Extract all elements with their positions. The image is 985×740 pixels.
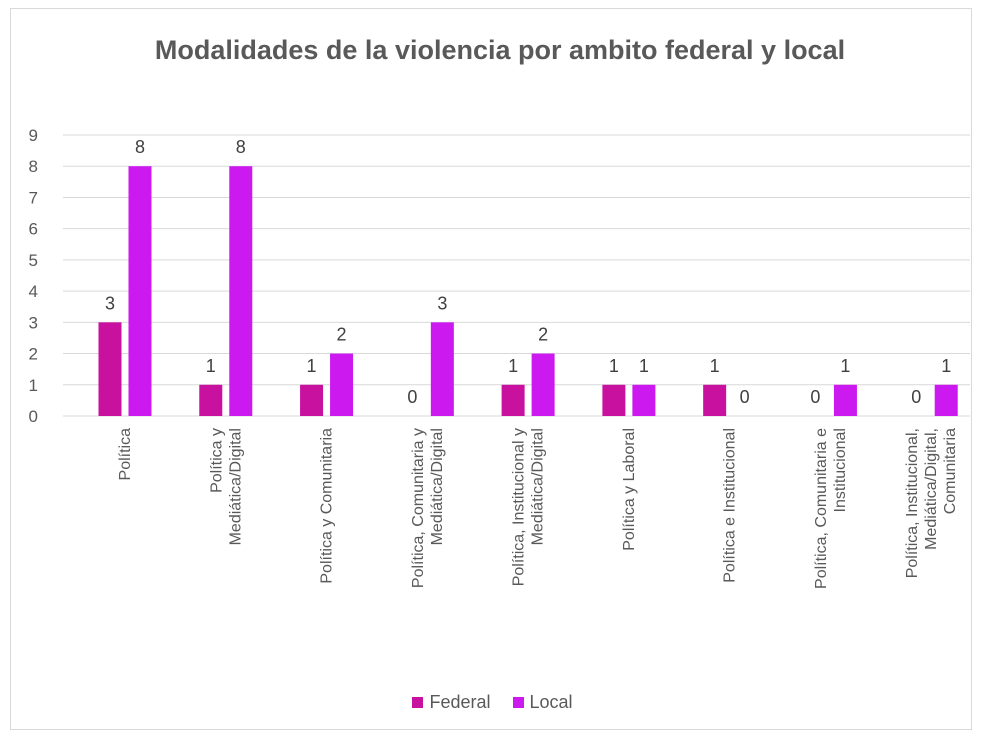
data-label-local: 0 <box>740 387 750 407</box>
data-label-federal: 1 <box>710 356 720 376</box>
legend-item-local: Local <box>512 692 573 713</box>
bar-local <box>833 384 857 416</box>
bar-local <box>531 353 555 416</box>
data-label-federal: 3 <box>105 293 115 313</box>
y-tick-label: 4 <box>29 282 38 301</box>
legend-swatch <box>412 697 424 708</box>
x-tick-label: Política e Institucional <box>722 428 739 583</box>
bar-local <box>430 322 454 416</box>
bar-local <box>330 353 354 416</box>
data-label-federal: 0 <box>810 387 820 407</box>
y-tick-label: 1 <box>29 376 38 395</box>
data-label-local: 2 <box>538 325 548 345</box>
bar-federal <box>501 384 525 416</box>
y-tick-label: 7 <box>29 188 38 207</box>
bar-local <box>229 166 253 416</box>
y-tick-label: 0 <box>29 407 38 426</box>
x-tick-label: Política y Mediática/Digital <box>208 428 244 545</box>
data-label-local: 1 <box>840 356 850 376</box>
data-label-local: 2 <box>337 325 347 345</box>
data-label-local: 1 <box>639 356 649 376</box>
chart-title: Modalidades de la violencia por ambito f… <box>154 35 846 65</box>
y-tick-label: 6 <box>29 220 38 239</box>
x-tick-label: Política <box>117 428 134 481</box>
y-tick-label: 5 <box>29 251 38 270</box>
bar-federal <box>602 384 626 416</box>
bar-local <box>128 166 152 416</box>
data-label-federal: 1 <box>307 356 317 376</box>
chart-frame <box>10 8 972 730</box>
data-label-federal: 0 <box>911 387 921 407</box>
data-label-local: 3 <box>437 293 447 313</box>
bar-local <box>632 384 656 416</box>
x-tick-label: Política y Comunitaria <box>319 428 336 584</box>
data-label-local: 8 <box>135 137 145 157</box>
bar-federal <box>703 384 727 416</box>
data-label-federal: 0 <box>407 387 417 407</box>
bar-federal <box>98 322 122 416</box>
y-tick-label: 8 <box>29 157 38 176</box>
x-tick-label: Política, Comunitaria y Mediática/Digital <box>410 428 446 588</box>
data-label-federal: 1 <box>206 356 216 376</box>
bar-federal <box>199 384 223 416</box>
data-label-local: 1 <box>941 356 951 376</box>
bar-local <box>934 384 958 416</box>
legend-label: Local <box>529 692 573 712</box>
x-tick-label: Política, Institucional, Mediática/Digita… <box>904 428 959 578</box>
y-tick-label: 3 <box>29 313 38 332</box>
y-tick-label: 9 <box>29 126 38 145</box>
legend-item-federal: Federal <box>412 692 491 713</box>
data-label-federal: 1 <box>508 356 518 376</box>
data-label-federal: 1 <box>609 356 619 376</box>
legend: Federal Local <box>0 692 985 713</box>
x-tick-label: Política y Laboral <box>621 428 638 551</box>
legend-label: Federal <box>429 692 491 712</box>
x-tick-label: Política, Institucional y Mediática/Digit… <box>511 428 547 586</box>
bar-federal <box>300 384 324 416</box>
legend-swatch <box>512 697 524 708</box>
y-tick-label: 2 <box>29 345 38 364</box>
x-tick-label: Política, Comunitaria e Institucional <box>813 428 849 589</box>
data-label-local: 8 <box>236 137 246 157</box>
